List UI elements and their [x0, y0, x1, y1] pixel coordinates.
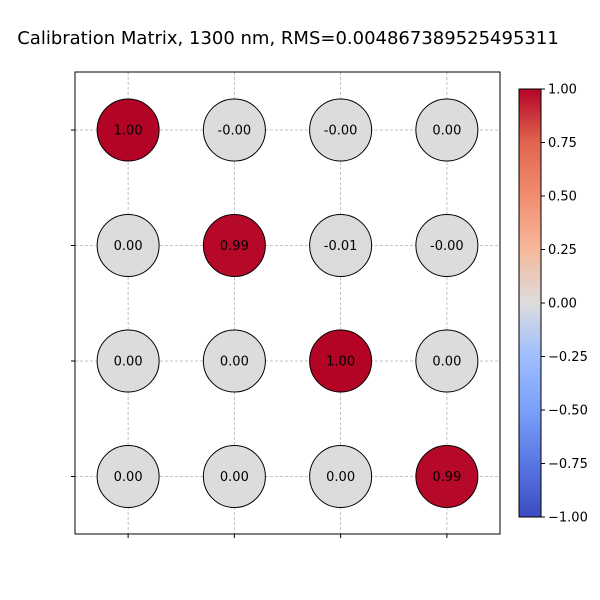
plot-frame: [74, 71, 501, 535]
chart-title: Calibration Matrix, 1300 nm, RMS=0.00486…: [17, 28, 559, 49]
matrix-cell-circle: [202, 214, 266, 277]
matrix-cell-label: 0.99: [220, 239, 249, 254]
matrix-cell-label: 0.00: [114, 239, 143, 254]
matrix-cell-label: -0.00: [430, 239, 464, 254]
matrix-cell-circle: [415, 329, 479, 393]
matrix-cell-circle: [309, 445, 373, 508]
colorbar-tick-label: 0.25: [548, 243, 577, 258]
colorbar-tick-label: −1.00: [548, 511, 588, 526]
colorbar-tick-label: 0.00: [548, 297, 577, 312]
matrix-cell-label: 0.00: [114, 355, 143, 370]
axis-ticks: [71, 129, 448, 538]
colorbar-tick-label: −0.50: [548, 404, 588, 419]
matrix-cell-label: -0.00: [218, 124, 252, 139]
matrix-cell-circle: [415, 214, 479, 277]
colorbar-tick-label: −0.75: [548, 457, 588, 472]
matrix-cell-circle: [309, 98, 373, 162]
matrix-cell-label: 1.00: [326, 355, 355, 370]
colorbar: 1.00 0.75 0.50 0.25 0.00 −0.25 −0.50 −0.75 −1.00: [518, 83, 588, 526]
matrix-cell-label: 0.99: [432, 470, 461, 485]
matrix-cells: 1.00 -0.00 -0.00 0.00 0.00 0.99 -0.01 -0.00 0.00…: [96, 98, 479, 508]
matrix-cell-label: 0.00: [326, 470, 355, 485]
matrix-cell-circle: [415, 445, 479, 508]
matrix-cell-label: -0.00: [324, 124, 358, 139]
matrix-cell-label: 0.00: [432, 355, 461, 370]
matrix-cell-circle: [309, 329, 373, 393]
matrix-cell-label: 0.00: [432, 124, 461, 139]
matrix-cell-circle: [415, 98, 479, 162]
matrix-cell-circle: [96, 214, 160, 277]
matrix-cell-label: 0.00: [114, 470, 143, 485]
matrix-cell-circle: [96, 445, 160, 508]
matrix-cell-circle: [202, 98, 266, 162]
colorbar-tick-label: 0.75: [548, 136, 577, 151]
matrix-cell-label: 0.00: [220, 355, 249, 370]
matrix-cell-label: -0.01: [324, 239, 358, 254]
colorbar-tick-label: 0.50: [548, 190, 577, 205]
colorbar-gradient: [518, 88, 542, 518]
matrix-cell-circle: [202, 445, 266, 508]
matrix-cell-circle: [96, 329, 160, 393]
colorbar-ticks: 1.00 0.75 0.50 0.25 0.00 −0.25 −0.50 −0.75 −1.00: [541, 83, 588, 526]
matrix-cell-label: 0.00: [220, 470, 249, 485]
matrix-cell-circle: [96, 98, 160, 162]
matrix-cell-circle: [202, 329, 266, 393]
matrix-cell-circle: [309, 214, 373, 277]
colorbar-tick-label: 1.00: [548, 83, 577, 98]
colorbar-tick-label: −0.25: [548, 350, 588, 365]
matrix-cell-label: 1.00: [114, 124, 143, 139]
